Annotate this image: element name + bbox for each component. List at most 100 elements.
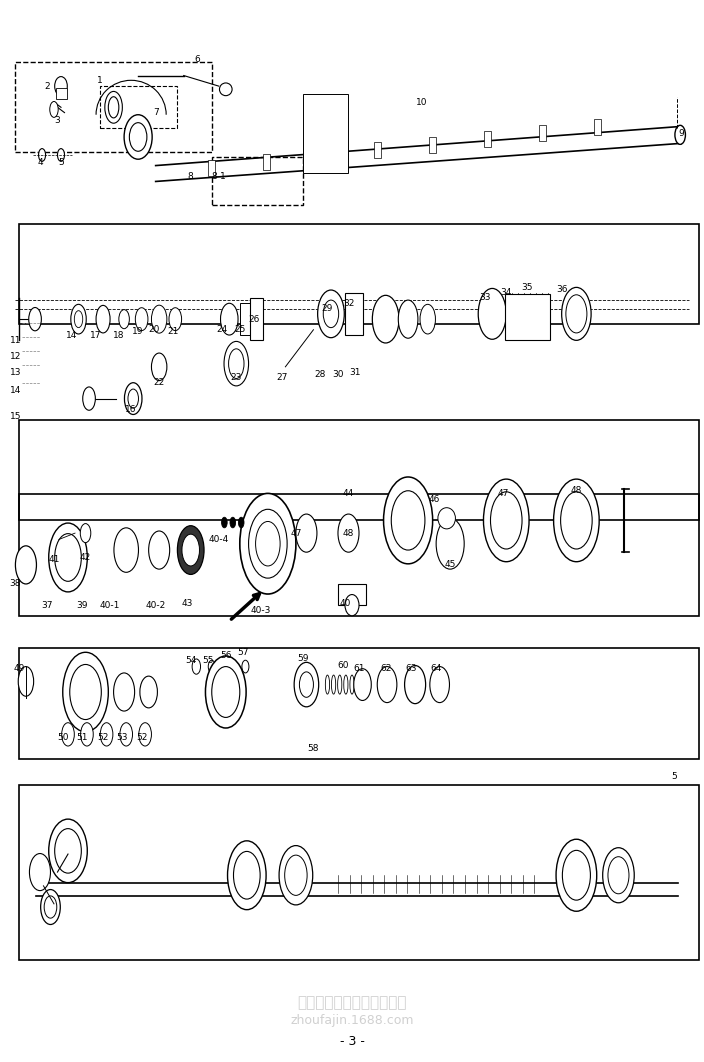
Ellipse shape	[113, 673, 134, 712]
Text: 8-1: 8-1	[211, 172, 226, 181]
Ellipse shape	[192, 658, 201, 674]
Ellipse shape	[105, 91, 122, 123]
Text: 41: 41	[49, 555, 60, 564]
Text: 15: 15	[10, 412, 21, 422]
Ellipse shape	[41, 890, 61, 925]
Text: 7: 7	[153, 108, 158, 117]
Bar	[505, 294, 551, 340]
Ellipse shape	[560, 492, 592, 549]
Text: 40-2: 40-2	[146, 601, 165, 610]
Text: 50: 50	[57, 733, 69, 742]
Text: 48: 48	[571, 486, 582, 495]
Text: 23: 23	[231, 373, 242, 382]
Bar	[338, 584, 366, 605]
Bar	[318, 149, 325, 164]
Ellipse shape	[62, 723, 75, 746]
Ellipse shape	[120, 723, 132, 746]
Text: 24: 24	[217, 325, 228, 335]
Ellipse shape	[234, 852, 260, 900]
Ellipse shape	[108, 97, 119, 118]
Ellipse shape	[332, 675, 336, 695]
Ellipse shape	[208, 661, 215, 673]
Ellipse shape	[149, 531, 170, 569]
Bar	[303, 93, 348, 173]
Ellipse shape	[484, 479, 529, 562]
Ellipse shape	[223, 658, 232, 674]
Ellipse shape	[338, 675, 342, 695]
Text: 60: 60	[338, 661, 349, 670]
Ellipse shape	[114, 528, 139, 572]
Text: 33: 33	[479, 293, 491, 303]
Bar	[251, 298, 263, 340]
Text: 56: 56	[220, 651, 232, 661]
Ellipse shape	[296, 514, 317, 552]
Ellipse shape	[338, 514, 359, 552]
Ellipse shape	[29, 308, 42, 330]
Ellipse shape	[242, 661, 249, 673]
Ellipse shape	[220, 304, 238, 335]
Ellipse shape	[124, 115, 152, 159]
Text: 29: 29	[322, 304, 333, 313]
Bar	[240, 304, 251, 335]
Text: 47: 47	[497, 490, 508, 498]
Ellipse shape	[391, 491, 425, 550]
Bar	[345, 293, 363, 335]
Ellipse shape	[128, 389, 139, 408]
Bar	[263, 154, 270, 170]
Text: 49: 49	[13, 664, 25, 673]
Text: 44: 44	[343, 490, 354, 498]
Ellipse shape	[70, 665, 101, 720]
Bar	[594, 119, 601, 135]
Ellipse shape	[15, 546, 37, 584]
Text: 57: 57	[237, 648, 249, 657]
Ellipse shape	[675, 125, 686, 144]
Text: 16: 16	[125, 405, 137, 414]
Ellipse shape	[169, 308, 182, 330]
Ellipse shape	[130, 123, 147, 151]
Text: 21: 21	[168, 327, 179, 337]
Ellipse shape	[227, 841, 266, 910]
Text: 32: 32	[343, 298, 354, 308]
Text: 10: 10	[416, 98, 428, 106]
Ellipse shape	[55, 533, 82, 581]
Ellipse shape	[139, 723, 151, 746]
Ellipse shape	[566, 295, 587, 332]
Ellipse shape	[44, 896, 57, 919]
Ellipse shape	[50, 102, 58, 118]
Text: 37: 37	[42, 601, 53, 610]
Text: 27: 27	[276, 373, 287, 382]
Text: 52: 52	[136, 733, 147, 742]
Text: 25: 25	[234, 325, 246, 335]
Text: 13: 13	[10, 367, 21, 377]
Ellipse shape	[372, 295, 399, 343]
Text: 48: 48	[343, 529, 354, 537]
Text: 22: 22	[153, 378, 165, 388]
Ellipse shape	[556, 839, 597, 911]
Bar	[429, 137, 436, 153]
Ellipse shape	[83, 387, 95, 410]
Ellipse shape	[344, 675, 348, 695]
Ellipse shape	[350, 675, 354, 695]
Ellipse shape	[55, 76, 68, 96]
Ellipse shape	[436, 518, 464, 569]
Ellipse shape	[49, 524, 87, 592]
Ellipse shape	[491, 492, 522, 549]
Text: 52: 52	[97, 733, 108, 742]
Text: 5: 5	[58, 158, 64, 167]
Text: 58: 58	[308, 743, 319, 753]
Ellipse shape	[353, 669, 371, 701]
Text: 12: 12	[10, 352, 21, 361]
Ellipse shape	[608, 857, 629, 894]
Ellipse shape	[299, 672, 313, 698]
Ellipse shape	[222, 517, 227, 528]
Ellipse shape	[182, 534, 199, 566]
Ellipse shape	[49, 819, 87, 883]
Text: 42: 42	[80, 553, 91, 562]
Text: 4: 4	[37, 158, 43, 167]
Ellipse shape	[256, 521, 280, 566]
Text: 5: 5	[672, 772, 677, 782]
Ellipse shape	[80, 524, 91, 543]
Ellipse shape	[177, 526, 204, 575]
Ellipse shape	[18, 667, 34, 697]
Text: 26: 26	[248, 314, 260, 324]
